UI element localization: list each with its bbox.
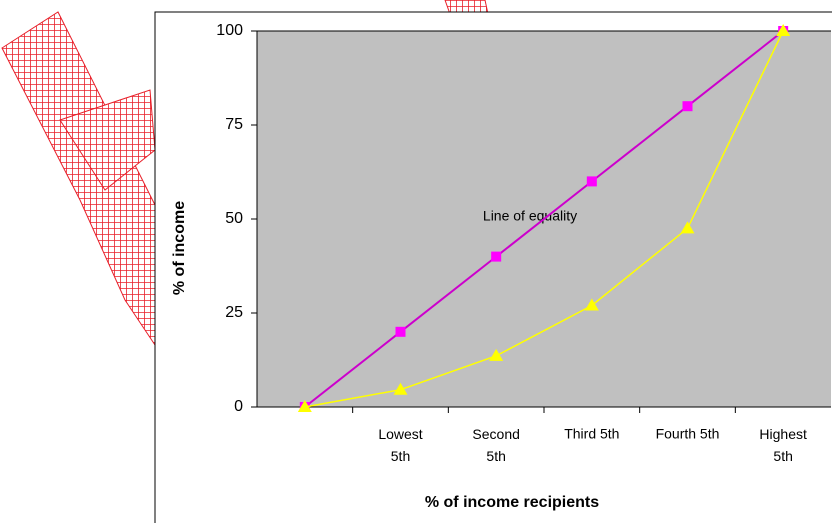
y-tick-label: 50 [225, 210, 243, 227]
series-line [304, 30, 784, 408]
watermark [1, 0, 489, 347]
annotation: Line of equality [483, 208, 577, 224]
marker [491, 251, 502, 262]
x-tick-label: Lowest 5th [378, 426, 422, 464]
x-tick-label: Second 5th [472, 426, 519, 464]
marker [776, 24, 791, 36]
marker [489, 348, 504, 361]
y-tick-label: 75 [225, 116, 243, 133]
y-tick-label: 100 [216, 22, 243, 39]
marker [395, 326, 406, 337]
marker [586, 176, 597, 187]
y-axis-title: % of income [171, 201, 188, 295]
y-tick-label: 25 [225, 304, 243, 321]
x-tick-label: Third 5th [564, 426, 619, 442]
marker [584, 298, 599, 311]
marker [682, 101, 693, 112]
marker [297, 400, 312, 412]
series-line [304, 30, 784, 408]
marker [680, 221, 695, 234]
marker [393, 382, 408, 395]
y-tick-label: 0 [234, 398, 243, 415]
x-axis-title: % of income recipients [425, 494, 599, 511]
x-tick-label: Highest 5th [759, 426, 807, 464]
x-tick-label: Fourth 5th [656, 426, 720, 442]
